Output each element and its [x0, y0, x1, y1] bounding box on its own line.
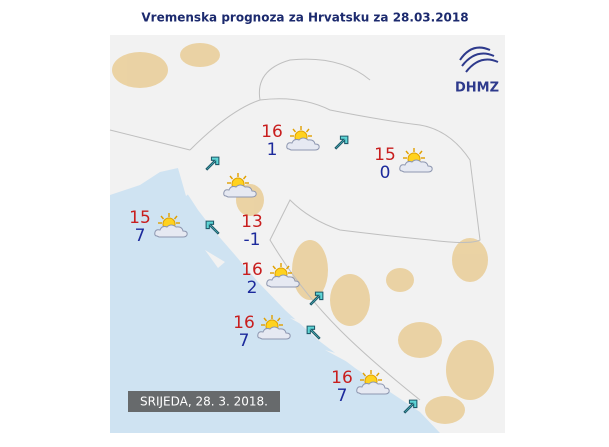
max-temp: 16 [261, 122, 283, 142]
min-temp: 7 [337, 386, 348, 406]
max-temp: 13 [241, 212, 263, 232]
date-box [128, 391, 280, 412]
max-temp: 15 [129, 208, 151, 228]
min-temp: 2 [247, 278, 258, 298]
min-temp: 0 [380, 163, 391, 183]
min-temp: -1 [244, 230, 261, 250]
max-temp: 16 [331, 368, 353, 388]
max-temp: 16 [233, 313, 255, 333]
min-temp: 7 [135, 226, 146, 246]
min-temp: 7 [239, 331, 250, 351]
title: Vremenska prognoza za Hrvatsku za 28.03.… [141, 11, 468, 25]
date-label: SRIJEDA, 28. 3. 2018. [140, 395, 268, 409]
logo: DHMZ [455, 46, 499, 96]
max-temp: 15 [374, 145, 396, 165]
map [109, 35, 505, 433]
max-temp: 16 [241, 260, 263, 280]
logo-text: DHMZ [455, 81, 499, 96]
min-temp: 1 [267, 140, 278, 160]
